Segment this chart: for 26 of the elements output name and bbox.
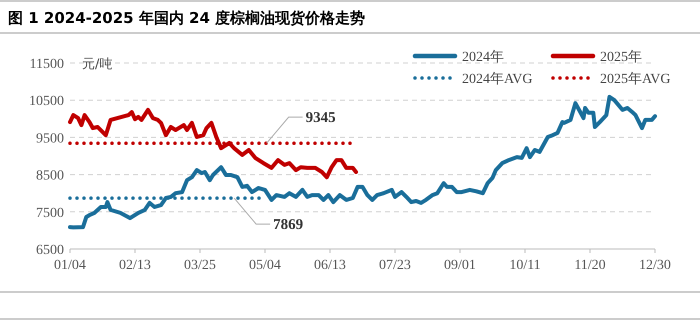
line-series bbox=[68, 108, 358, 180]
annotation: 7869 bbox=[273, 217, 304, 234]
annotation: 9345 bbox=[306, 110, 336, 126]
y-tick-label: 8500 bbox=[36, 168, 64, 184]
y-tick-label: 9500 bbox=[36, 131, 64, 146]
x-tick-label: 10/11 bbox=[509, 258, 541, 273]
line-series bbox=[68, 94, 657, 230]
x-tick-label: 11/20 bbox=[574, 258, 606, 273]
y-tick-label: 11500 bbox=[30, 57, 64, 72]
chart-title: 图 1 2024-2025 年国内 24 度棕榈油现货价格走势 bbox=[8, 9, 366, 27]
legend-label: 2024年 bbox=[462, 49, 504, 65]
x-tick-label: 02/13 bbox=[119, 258, 151, 273]
legend-label: 2024年AVG bbox=[462, 71, 533, 87]
x-tick-label: 06/13 bbox=[314, 258, 346, 273]
x-tick-label: 12/30 bbox=[639, 258, 671, 273]
x-tick-label: 07/23 bbox=[379, 258, 411, 273]
y-tick-label: 6500 bbox=[36, 243, 64, 258]
y-tick-label: 7500 bbox=[36, 206, 64, 221]
legend-label: 2025年 bbox=[600, 49, 642, 65]
x-tick-label: 01/04 bbox=[54, 258, 86, 273]
x-tick-label: 09/01 bbox=[444, 258, 476, 273]
x-tick-label: 03/25 bbox=[184, 258, 216, 273]
y-axis-title: 元/吨 bbox=[82, 57, 112, 72]
y-tick-label: 10500 bbox=[29, 94, 64, 110]
legend-label: 2025年AVG bbox=[600, 71, 671, 87]
x-tick-label: 05/04 bbox=[249, 258, 281, 273]
